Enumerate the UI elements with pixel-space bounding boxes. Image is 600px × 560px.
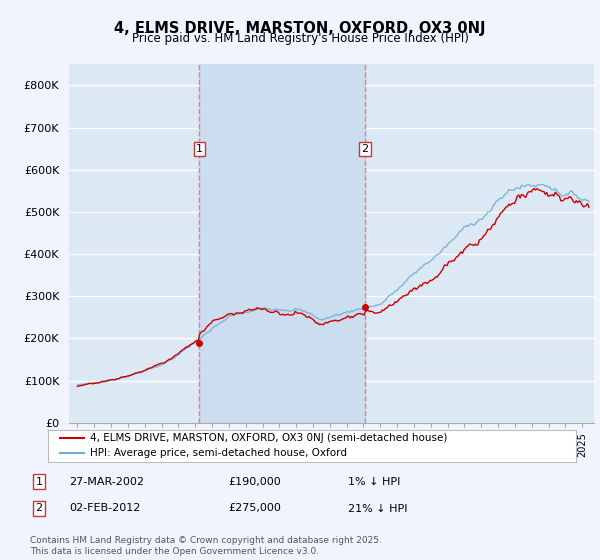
Text: 27-MAR-2002: 27-MAR-2002 (69, 477, 144, 487)
Text: £275,000: £275,000 (228, 503, 281, 514)
Text: HPI: Average price, semi-detached house, Oxford: HPI: Average price, semi-detached house,… (90, 448, 347, 458)
Text: 4, ELMS DRIVE, MARSTON, OXFORD, OX3 0NJ (semi-detached house): 4, ELMS DRIVE, MARSTON, OXFORD, OX3 0NJ … (90, 433, 448, 444)
Text: 21% ↓ HPI: 21% ↓ HPI (348, 503, 407, 514)
Text: 1: 1 (196, 144, 203, 154)
Text: 1: 1 (35, 477, 43, 487)
Text: 4, ELMS DRIVE, MARSTON, OXFORD, OX3 0NJ: 4, ELMS DRIVE, MARSTON, OXFORD, OX3 0NJ (114, 21, 486, 36)
Text: 1% ↓ HPI: 1% ↓ HPI (348, 477, 400, 487)
Text: Contains HM Land Registry data © Crown copyright and database right 2025.
This d: Contains HM Land Registry data © Crown c… (30, 536, 382, 556)
Text: 02-FEB-2012: 02-FEB-2012 (69, 503, 140, 514)
Text: 2: 2 (361, 144, 368, 154)
Text: £190,000: £190,000 (228, 477, 281, 487)
Bar (199, 64, 365, 423)
Text: Price paid vs. HM Land Registry's House Price Index (HPI): Price paid vs. HM Land Registry's House … (131, 32, 469, 45)
Text: 2: 2 (35, 503, 43, 514)
